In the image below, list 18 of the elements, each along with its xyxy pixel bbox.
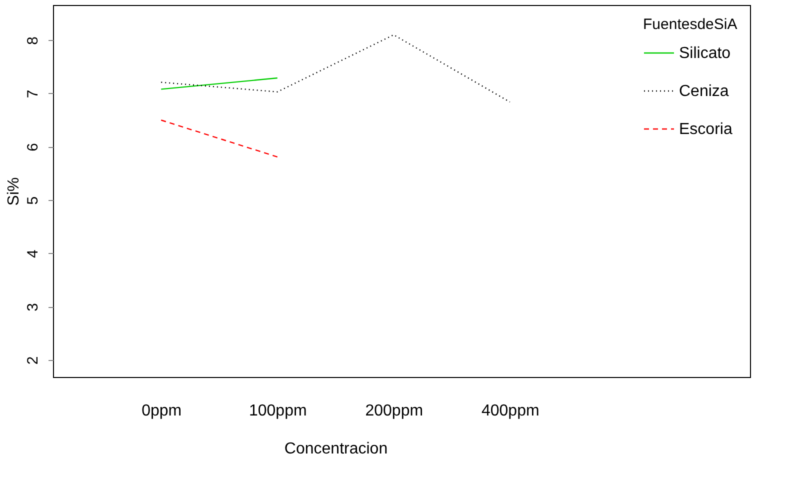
legend-title: FuentesdeSiA bbox=[643, 16, 738, 33]
x-tick-label: 0ppm bbox=[142, 402, 182, 420]
y-tick-label: 3 bbox=[24, 302, 42, 312]
y-tick-label: 8 bbox=[24, 36, 42, 45]
y-tick-label: 2 bbox=[24, 356, 42, 365]
legend-label: Ceniza bbox=[679, 83, 729, 100]
y-tick-label: 4 bbox=[24, 250, 42, 258]
legend-label: Escoria bbox=[679, 121, 732, 138]
y-tick-label: 6 bbox=[24, 143, 42, 152]
y-tick-label: 5 bbox=[24, 196, 42, 205]
y-tick-label: 7 bbox=[24, 90, 42, 98]
x-axis-title: Concentracion bbox=[284, 440, 388, 458]
line-series bbox=[160, 34, 510, 103]
y-axis-title: Si% bbox=[6, 177, 22, 206]
x-tick-label: 200ppm bbox=[365, 402, 424, 420]
x-tick-label: 100ppm bbox=[248, 402, 307, 420]
x-tick-label: 400ppm bbox=[481, 402, 540, 420]
legend-label: Silicato bbox=[679, 45, 731, 62]
